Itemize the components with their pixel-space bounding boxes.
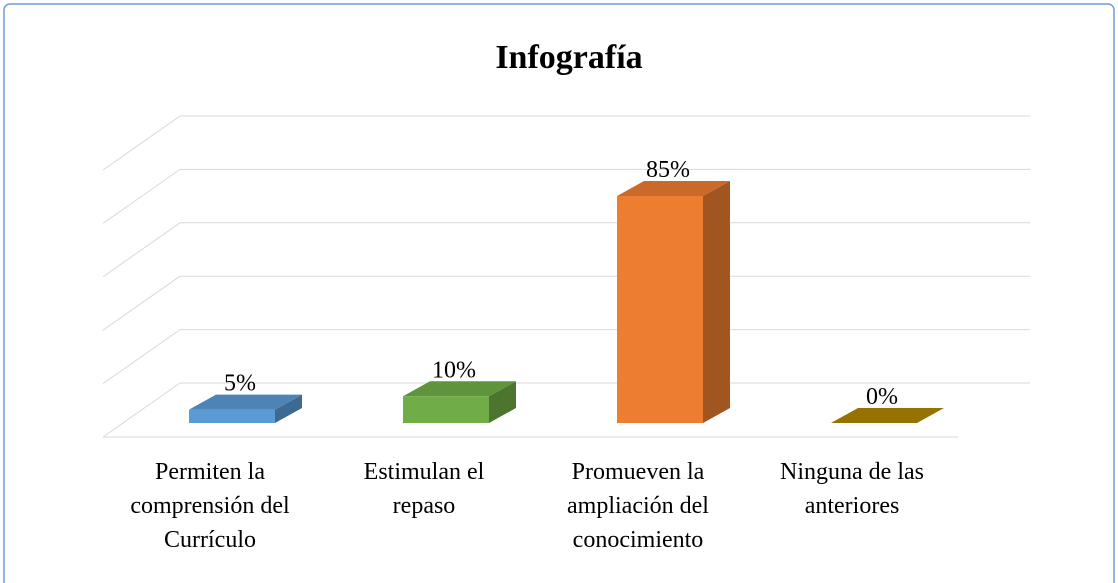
value-label: 85% bbox=[646, 157, 690, 183]
value-label: 0% bbox=[866, 384, 898, 410]
bar-front bbox=[617, 196, 703, 423]
value-label: 10% bbox=[432, 357, 476, 383]
chart-title: Infografía bbox=[495, 39, 642, 76]
bar bbox=[617, 181, 730, 423]
x-tick-label: Estimulan el repaso bbox=[363, 459, 485, 519]
x-tick-label: Ninguna de las anteriores bbox=[780, 459, 924, 519]
bar-top bbox=[617, 181, 730, 197]
bar-top bbox=[831, 408, 944, 423]
bar-front bbox=[189, 409, 275, 423]
grid-line bbox=[102, 382, 181, 438]
bar-front bbox=[403, 396, 489, 423]
grid-line bbox=[102, 115, 181, 171]
bar-side bbox=[489, 381, 516, 423]
x-tick-label: Promueven la ampliación del conocimiento bbox=[567, 459, 709, 553]
bar bbox=[403, 381, 516, 423]
value-label: 5% bbox=[224, 371, 256, 397]
bar bbox=[189, 394, 302, 423]
grid-line bbox=[102, 275, 181, 331]
chart-border bbox=[3, 3, 1115, 583]
bar-side bbox=[703, 181, 730, 423]
grid-line bbox=[102, 168, 181, 224]
bar-top bbox=[403, 381, 516, 397]
bar bbox=[831, 408, 944, 423]
bar-side bbox=[275, 394, 302, 423]
bar-top bbox=[189, 394, 302, 410]
x-tick-label: Permiten la comprensión del Currículo bbox=[130, 459, 290, 553]
grid-line bbox=[102, 222, 181, 278]
grid-line bbox=[102, 329, 181, 385]
